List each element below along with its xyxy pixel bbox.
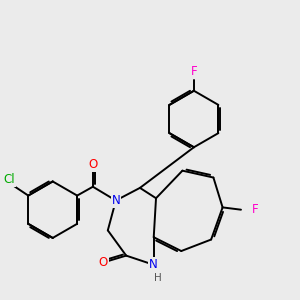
Text: O: O <box>99 256 108 269</box>
Text: N: N <box>149 258 158 271</box>
Text: O: O <box>88 158 98 171</box>
Text: Cl: Cl <box>4 173 16 186</box>
Text: F: F <box>251 203 258 216</box>
Text: N: N <box>112 194 120 207</box>
Text: F: F <box>190 65 197 78</box>
Text: H: H <box>154 273 162 283</box>
